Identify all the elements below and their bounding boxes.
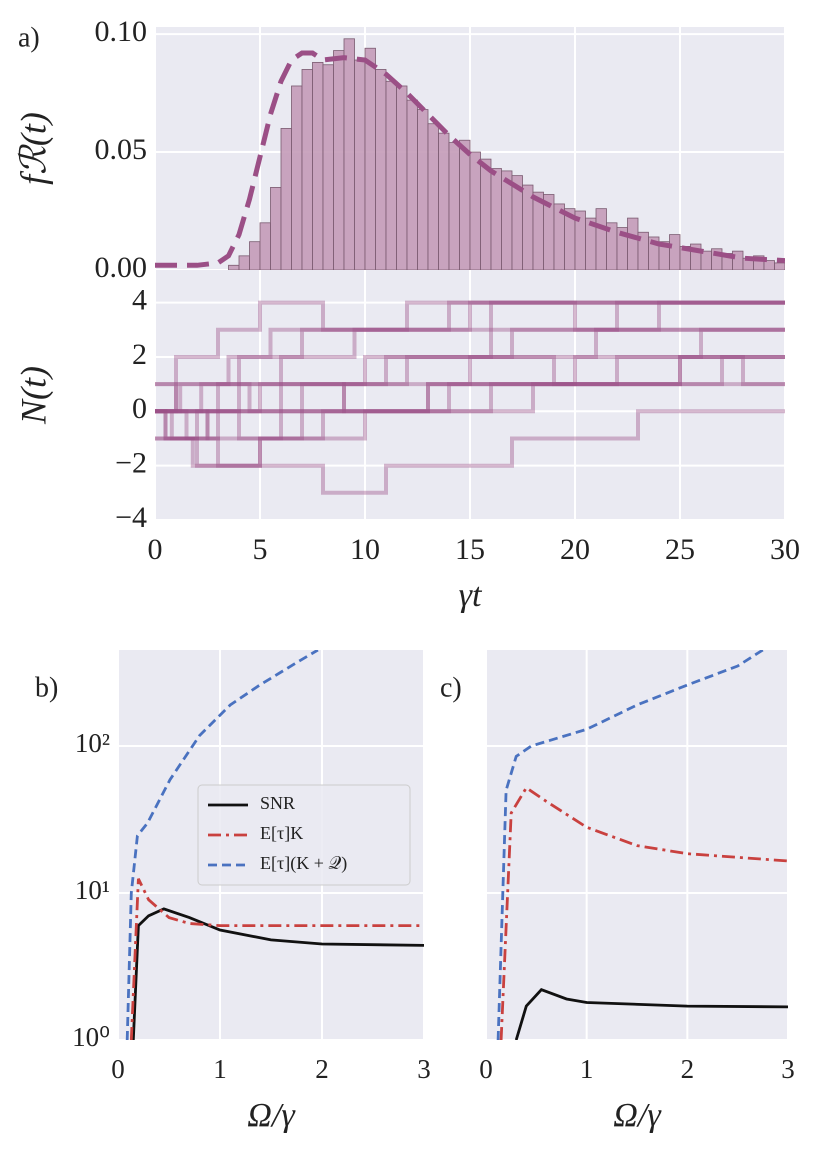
x-tick-label: 1 xyxy=(580,1054,594,1084)
x-tick-label: 3 xyxy=(781,1054,795,1084)
x-tick-label: 20 xyxy=(560,533,590,566)
x-tick-label: 2 xyxy=(315,1054,329,1084)
x-axis-label: Ω/γ xyxy=(247,1097,296,1134)
histogram-bar xyxy=(448,142,460,270)
trajectory xyxy=(155,300,785,414)
plot-area xyxy=(486,650,788,1040)
trajectory xyxy=(155,355,785,441)
trajectory xyxy=(155,355,785,441)
histogram-bar xyxy=(270,187,282,270)
trajectory xyxy=(155,355,785,414)
x-tick-label: 1 xyxy=(213,1054,227,1084)
histogram-bar xyxy=(480,158,492,270)
histogram-bar xyxy=(375,69,387,270)
histogram-bar xyxy=(385,80,397,270)
series-line xyxy=(129,878,424,1040)
histogram-bar xyxy=(280,128,292,270)
x-tick-label: 3 xyxy=(417,1054,431,1084)
trajectory xyxy=(155,327,785,414)
y-tick-label: 10¹ xyxy=(75,875,110,905)
series-line xyxy=(496,650,764,1040)
histogram-bar xyxy=(459,139,471,270)
y-tick-label: −4 xyxy=(115,501,147,534)
trajectory xyxy=(155,409,785,495)
x-tick-label: 10 xyxy=(350,533,380,566)
histogram-bar xyxy=(396,85,408,270)
fit-line xyxy=(155,50,785,268)
histogram-bar xyxy=(595,208,607,270)
x-tick-label: 0 xyxy=(111,1054,125,1084)
histogram-bar xyxy=(490,168,502,270)
y-tick-label: 0 xyxy=(132,392,147,425)
x-tick-label: 25 xyxy=(665,533,695,566)
x-tick-label: 0 xyxy=(148,533,163,566)
panel-label: a) xyxy=(18,22,40,53)
y-tick-label: 0.00 xyxy=(95,251,148,284)
trajectory xyxy=(155,300,785,387)
histogram-bar xyxy=(700,250,712,270)
x-tick-label: 0 xyxy=(479,1054,493,1084)
series-line xyxy=(514,988,788,1040)
histogram-bar xyxy=(259,222,271,270)
x-tick-label: 5 xyxy=(253,533,268,566)
trajectory xyxy=(155,300,785,414)
x-tick-label: 15 xyxy=(455,533,485,566)
histogram-bar xyxy=(427,123,439,270)
legend-label: SNR xyxy=(260,793,295,813)
series-line xyxy=(499,785,788,1040)
legend-label: E[τ]K xyxy=(260,823,303,843)
histogram-bar xyxy=(343,38,355,270)
y-tick-label: 2 xyxy=(132,338,147,371)
y-tick-label: 0.05 xyxy=(95,133,148,166)
histogram-bar xyxy=(774,262,785,270)
histogram-bar xyxy=(322,64,334,270)
histogram-bar xyxy=(438,132,450,270)
legend-box xyxy=(197,784,411,886)
x-tick-label: 30 xyxy=(770,533,800,566)
y-tick-label: 0.10 xyxy=(95,15,148,48)
trajectory xyxy=(155,300,785,414)
y-tick-label: 4 xyxy=(132,283,147,316)
histogram-bar xyxy=(417,109,429,270)
histogram-bar xyxy=(406,99,418,270)
histogram-bar xyxy=(301,69,313,270)
trajectory xyxy=(155,382,785,468)
trajectory xyxy=(155,300,785,441)
histogram-bar xyxy=(333,50,345,270)
y-tick-label: 10² xyxy=(75,728,110,758)
panel-label: b) xyxy=(35,672,58,703)
histogram-bar xyxy=(228,264,240,270)
x-axis-label: γt xyxy=(459,577,483,614)
panel-label: c) xyxy=(440,672,462,703)
x-axis-label: Ω/γ xyxy=(613,1097,662,1134)
trajectory xyxy=(155,300,785,441)
histogram-bar xyxy=(469,151,481,270)
trajectory xyxy=(155,355,785,441)
y-tick-label: −2 xyxy=(115,447,147,480)
x-tick-label: 2 xyxy=(681,1054,695,1084)
histogram-bar xyxy=(291,85,303,270)
legend-label: E[τ](K + 𝒬) xyxy=(260,853,347,874)
histogram-bar xyxy=(732,250,744,270)
histogram-bar xyxy=(669,234,681,270)
histogram-bar xyxy=(312,61,324,270)
histogram-bar xyxy=(354,59,366,270)
histogram-bar xyxy=(364,47,376,270)
series-line xyxy=(125,650,319,1040)
y-tick-label: 10⁰ xyxy=(72,1022,110,1052)
histogram-bar xyxy=(627,217,639,270)
histogram-bar xyxy=(249,241,261,270)
series-line xyxy=(131,907,424,1040)
histogram-bar xyxy=(238,255,250,270)
y-axis-label: fℛ(t) xyxy=(13,112,53,185)
plot-area xyxy=(155,270,785,520)
trajectory xyxy=(155,327,785,468)
y-axis-label: N(t) xyxy=(13,366,53,425)
plot-area xyxy=(155,27,785,270)
